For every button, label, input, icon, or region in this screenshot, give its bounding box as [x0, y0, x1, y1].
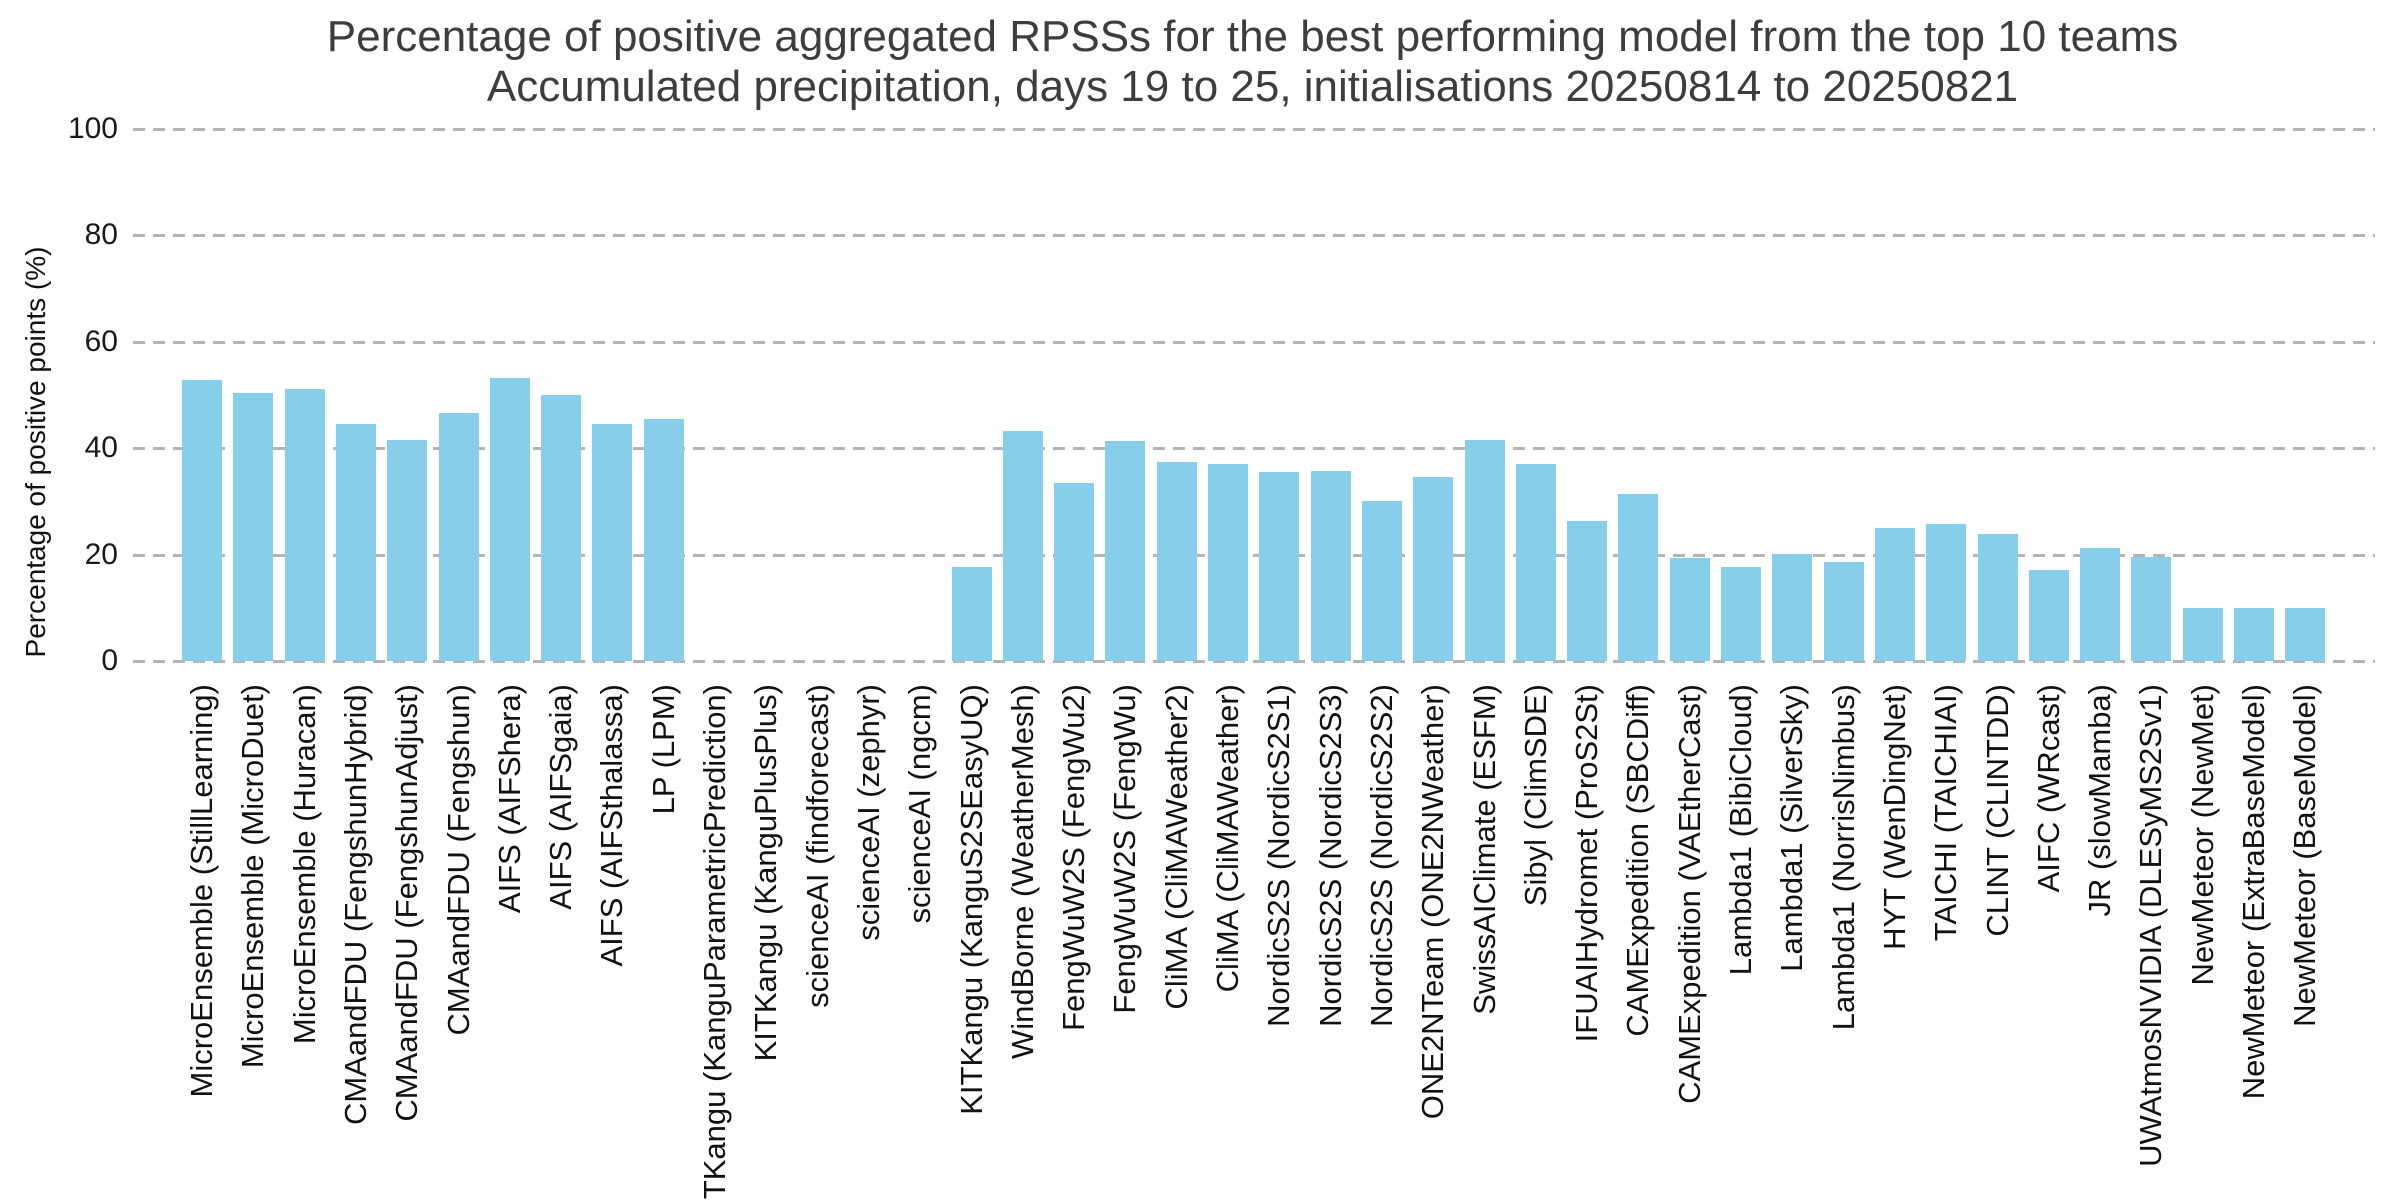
bar: [489, 377, 530, 661]
x-tick-label: KITKangu (KanguPlusPlus): [748, 684, 784, 1062]
bar: [592, 423, 633, 661]
bar: [1002, 430, 1043, 661]
gridline: [133, 660, 2375, 663]
x-tick-label: scienceAI (ngcm): [902, 684, 938, 924]
x-tick-label: SwissAIClimate (ESFM): [1466, 684, 1502, 1015]
bar: [1361, 501, 1402, 661]
bar: [1105, 441, 1146, 661]
y-tick-label: 80: [84, 218, 118, 252]
x-tick-label: CMAandFDU (FengshunHybrid): [337, 684, 373, 1126]
gridline: [133, 553, 2375, 557]
x-tick-label: AIFS (AIFSthalassa): [594, 684, 630, 967]
bar: [1413, 476, 1454, 661]
x-tick-label: KITKangu (KanguParametricPrediction): [697, 684, 732, 1200]
x-tick-label: UWAtmosNVIDIA (DLESyMS2Sv1): [2133, 684, 2169, 1167]
y-tick-label: 60: [84, 324, 118, 358]
x-tick-label: CAMExpedition (VAEtherCast): [1671, 684, 1707, 1104]
gridline: [133, 340, 2375, 344]
bar: [1874, 528, 1915, 661]
bar: [1823, 562, 1864, 661]
bar: [1772, 554, 1813, 661]
x-tick-label: NewMeteor (NewMet): [2184, 684, 2220, 986]
bar: [643, 419, 684, 661]
bar: [233, 392, 274, 661]
x-tick-label: FengWuW2S (FengWu2): [1056, 684, 1092, 1031]
bar: [284, 388, 325, 661]
x-tick-label: CMAandFDU (Fengshun): [440, 684, 476, 1036]
bar: [1208, 463, 1248, 661]
x-tick-label: scienceAI (findforecast): [799, 684, 835, 1008]
bar: [2131, 557, 2172, 661]
x-tick-label: NordicS2S (NordicS2S3): [1312, 684, 1348, 1027]
bar: [1259, 472, 1300, 661]
x-tick-label: Sibyl (ClimSDE): [1517, 684, 1553, 907]
x-tick-label: NordicS2S (NordicS2S2): [1363, 684, 1399, 1027]
bar: [1669, 557, 1710, 661]
bar: [1567, 520, 1608, 661]
bar: [2182, 608, 2223, 661]
x-tick-label: Lambda1 (SilverSky): [1774, 684, 1810, 972]
x-tick-label: NewMeteor (BaseModel): [2287, 684, 2323, 1027]
bar: [1721, 566, 1761, 661]
bar: [1926, 524, 1967, 661]
x-tick-label: NewMeteor (ExtraBaseModel): [2236, 684, 2271, 1100]
bar: [2028, 570, 2069, 661]
x-tick-label: scienceAI (zephyr): [850, 684, 886, 941]
x-tick-label: KITKangu (KanguS2SEasyUQ): [953, 684, 989, 1115]
y-tick-label: 100: [67, 112, 118, 145]
x-tick-label: AIFS (AIFSgaia): [543, 684, 579, 910]
gridline: [133, 128, 2375, 131]
bar: [1054, 483, 1095, 661]
gridline: [133, 234, 2375, 238]
bar: [1310, 471, 1351, 661]
x-tick-label: ONE2NTeam (ONE2NWeather): [1415, 684, 1451, 1120]
x-tick-label: CliMA (CliMAWeather): [1210, 684, 1245, 993]
bar: [1977, 534, 2018, 661]
bar: [2234, 608, 2274, 661]
x-tick-label: LP (LPM): [645, 684, 681, 815]
x-tick-label: CliMA (CliMAWeather2): [1158, 684, 1194, 1010]
bar: [2285, 608, 2326, 661]
x-tick-label: CLINT (CLINTDD): [1979, 684, 2015, 937]
bar: [2080, 548, 2121, 661]
x-tick-label: FengWuW2S (FengWu): [1107, 684, 1143, 1014]
x-tick-label: TAICHI (TAICHIAI): [1928, 684, 1964, 942]
bar: [182, 380, 222, 661]
x-tick-label: WindBorne (WeatherMesh): [1004, 684, 1040, 1060]
x-tick-label: NordicS2S (NordicS2S1): [1261, 684, 1297, 1027]
y-tick-label: 20: [84, 537, 118, 571]
bar: [438, 413, 479, 661]
gridline: [133, 447, 2375, 451]
x-tick-label: MicroEnsemble (StillLearning): [184, 684, 219, 1098]
y-tick-label: 0: [101, 644, 118, 677]
chart-subtitle: Accumulated precipitation, days 19 to 25…: [486, 62, 2019, 111]
x-tick-label: CMAandFDU (FengshunAdjust): [389, 684, 425, 1122]
bar: [1156, 462, 1197, 661]
x-tick-label: MicroEnsemble (Huracan): [286, 684, 322, 1045]
bar: [387, 440, 428, 661]
bar: [951, 567, 992, 661]
x-tick-label: IFUAIHydromet (ProS2St): [1569, 684, 1605, 1043]
y-tick-label: 40: [84, 431, 118, 465]
chart-title: Percentage of positive aggregated RPSSs …: [326, 12, 2179, 61]
x-tick-label: Lambda1 (NorrisNimbus): [1825, 684, 1861, 1031]
bar: [541, 395, 582, 661]
bar: [1618, 493, 1659, 661]
x-tick-label: CAMExpedition (SBCDiff): [1620, 684, 1656, 1037]
x-tick-label: MicroEnsemble (MicroDuet): [235, 684, 271, 1069]
x-tick-label: Lambda1 (BibiCloud): [1723, 684, 1758, 976]
x-tick-label: JR (slowMamba): [2082, 684, 2118, 917]
x-tick-label: AIFC (WRcast): [2030, 684, 2066, 893]
x-tick-label: AIFS (AIFShera): [491, 684, 527, 914]
bar: [1464, 440, 1505, 661]
bar: [335, 423, 376, 661]
bar: [1515, 463, 1556, 661]
x-tick-label: HYT (WenDingNet): [1876, 684, 1912, 950]
